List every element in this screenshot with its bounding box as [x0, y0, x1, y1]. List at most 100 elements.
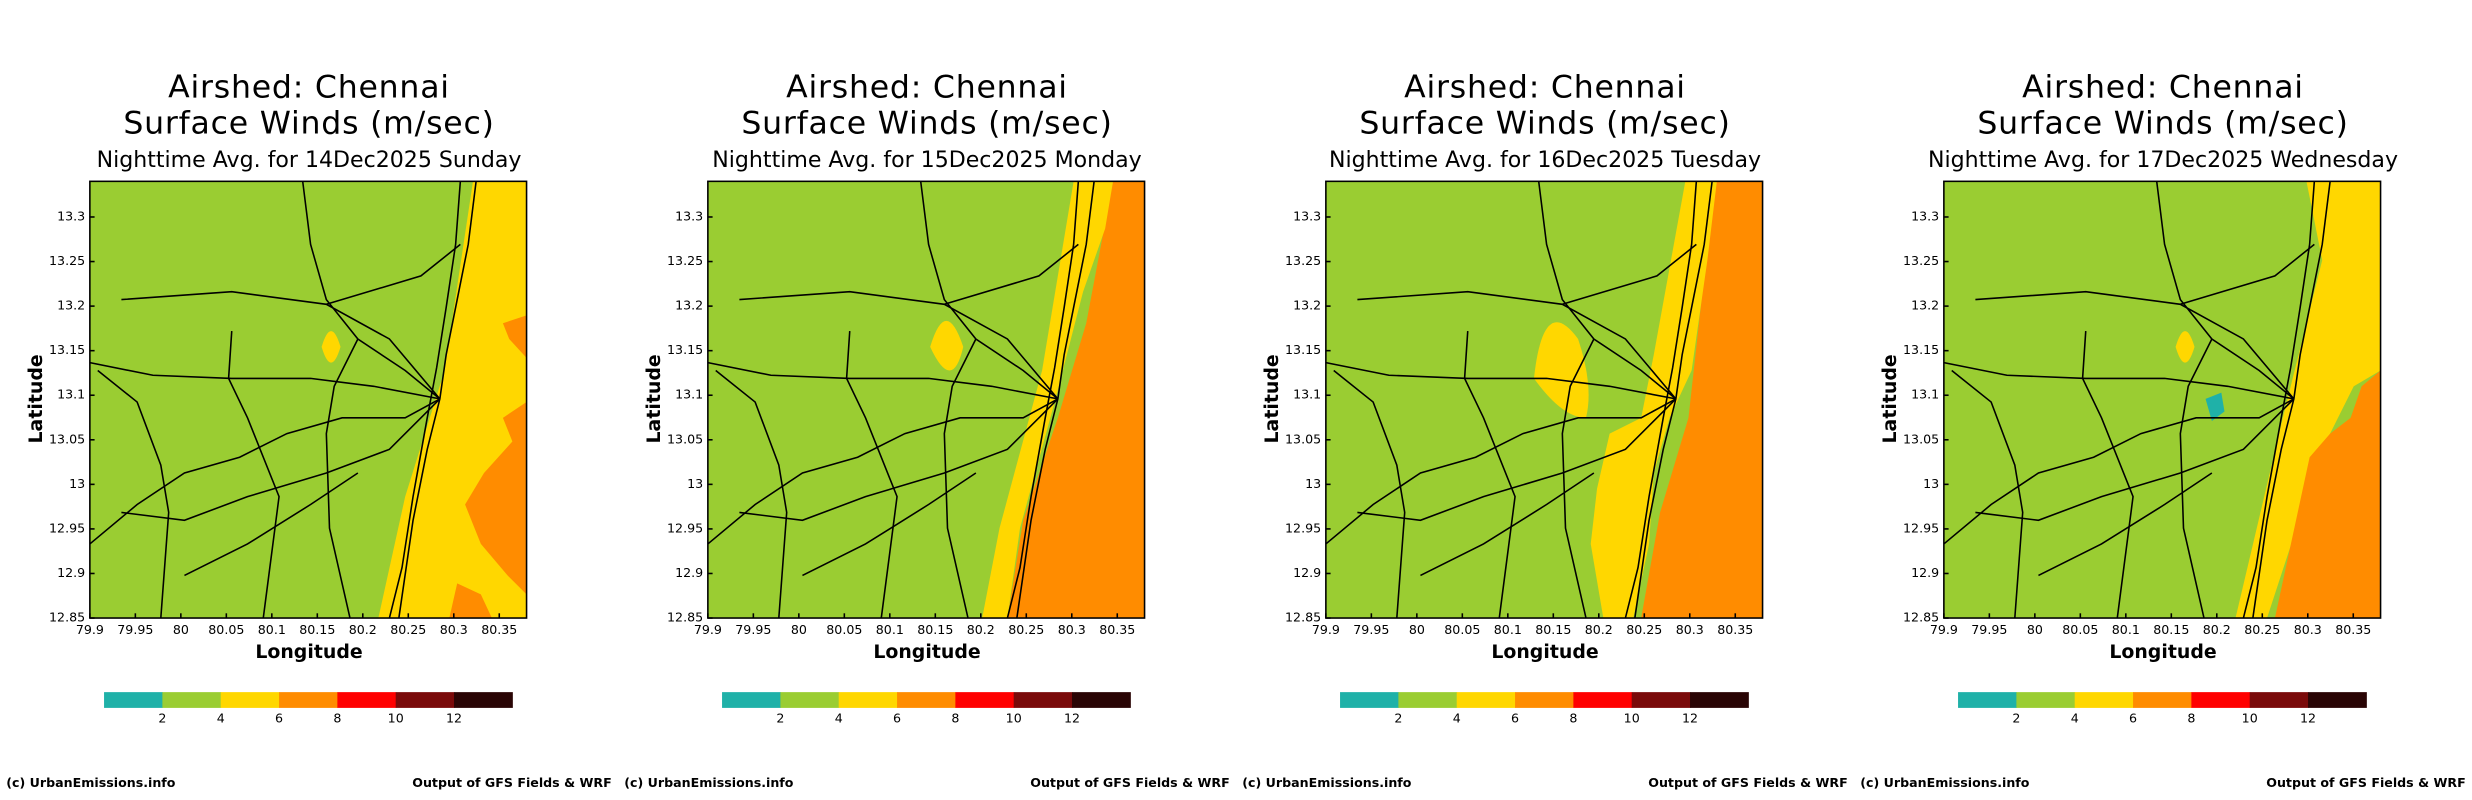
- y-tick-label: 13.1: [675, 387, 703, 402]
- road: [301, 181, 441, 400]
- colorbar-segment: [955, 692, 1015, 708]
- y-tick-label: 13.05: [1285, 431, 1321, 446]
- footer-left: (c) UrbanEmissions.info: [6, 775, 175, 790]
- colorbar-label: 4: [835, 710, 843, 725]
- road: [89, 398, 441, 545]
- road: [2155, 181, 2295, 400]
- colorbar-segment: [897, 692, 956, 708]
- colorbar-segment: [337, 692, 397, 708]
- colorbar-segment: [1456, 692, 1516, 708]
- x-axis-label: Longitude: [255, 641, 362, 663]
- road: [1562, 243, 1697, 306]
- colorbar-segment: [1340, 692, 1399, 708]
- y-tick-label: 13.05: [49, 431, 85, 446]
- map-frame: [89, 180, 528, 619]
- road: [97, 369, 170, 619]
- road: [2038, 472, 2213, 577]
- footer-right: Output of GFS Fields & WRF: [1648, 775, 1847, 790]
- subtitle: Nighttime Avg. for 17Dec2025 Wednesday: [1928, 148, 2398, 173]
- title: Surface Winds (m/sec): [1977, 106, 2348, 142]
- road: [1325, 361, 1676, 400]
- road: [398, 181, 477, 619]
- y-tick-label: 13.25: [1903, 253, 1939, 268]
- y-tick-label: 12.9: [1293, 565, 1321, 580]
- y-tick-label: 13: [1923, 476, 1939, 491]
- colorbar-label: 8: [951, 710, 959, 725]
- field: [2274, 370, 2381, 619]
- colorbar-label: 2: [2012, 710, 2020, 725]
- field: [465, 402, 527, 595]
- colorbar-label: 4: [2071, 710, 2079, 725]
- colorbar-segment: [2249, 692, 2309, 708]
- colorbar-segment: [2074, 692, 2134, 708]
- colorbar-label: 10: [1006, 710, 1022, 725]
- footer-right: Output of GFS Fields & WRF: [2266, 775, 2465, 790]
- road: [2081, 331, 2134, 619]
- x-tick-label: 80.3: [440, 622, 468, 637]
- field: [321, 331, 341, 363]
- y-axis-label: Latitude: [643, 354, 665, 443]
- y-tick-label: 13.25: [49, 253, 85, 268]
- road: [1951, 369, 2024, 619]
- y-tick-label: 13.2: [57, 298, 85, 313]
- field: [502, 315, 527, 358]
- map: 79.9 79.95 80 80.05 80.1 80.15 80.2 80.25 80.3 80…: [1903, 180, 2382, 637]
- road: [1357, 398, 1677, 522]
- colorbar-segment: [1690, 692, 1749, 708]
- x-tick-label: 80.05: [208, 622, 244, 637]
- subtitle: Nighttime Avg. for 15Dec2025 Monday: [712, 148, 1141, 173]
- field: [449, 583, 492, 619]
- colorbar-segment: [1631, 692, 1691, 708]
- x-tick-label: 80.2: [349, 622, 377, 637]
- y-tick-label: 13.25: [667, 253, 703, 268]
- colorbar-segment: [1515, 692, 1574, 708]
- road: [1463, 331, 1516, 619]
- road: [1634, 181, 1713, 619]
- title: Airshed: Chennai: [1404, 69, 1686, 105]
- y-tick-label: 13: [1305, 476, 1321, 491]
- x-tick-label: 80.15: [299, 622, 335, 637]
- colorbar-segment: [2308, 692, 2367, 708]
- map: 79.9 79.95 80 80.05 80.1 80.15 80.2 80.25 80.3 80…: [1285, 180, 1764, 637]
- road: [121, 398, 441, 522]
- x-tick-label: 79.95: [1971, 622, 2007, 637]
- x-tick-label: 80: [173, 622, 189, 637]
- road: [2180, 243, 2315, 306]
- colorbar-label: 8: [2187, 710, 2195, 725]
- field: [2205, 392, 2225, 421]
- x-tick-label: 80.05: [826, 622, 862, 637]
- colorbar-label: 6: [275, 710, 283, 725]
- y-tick-label: 13.15: [1285, 342, 1321, 357]
- x-tick-label: 80.35: [2335, 622, 2371, 637]
- x-tick-label: 80.25: [1008, 622, 1044, 637]
- colorbar-label: 2: [158, 710, 166, 725]
- y-tick-label: 12.9: [675, 565, 703, 580]
- x-tick-label: 80: [2027, 622, 2043, 637]
- colorbar-label: 2: [1394, 710, 1402, 725]
- y-tick-label: 13.05: [667, 431, 703, 446]
- y-tick-label: 13.15: [49, 342, 85, 357]
- colorbar-label: 12: [2300, 710, 2316, 725]
- colorbar-segment: [1573, 692, 1633, 708]
- road: [919, 181, 1059, 400]
- x-tick-label: 80.3: [1058, 622, 1086, 637]
- title: Surface Winds (m/sec): [741, 106, 1112, 142]
- y-tick-label: 12.85: [667, 610, 703, 625]
- colorbar-label: 12: [1064, 710, 1080, 725]
- colorbar-label: 10: [1624, 710, 1640, 725]
- colorbar-segment: [2133, 692, 2192, 708]
- colorbar-label: 10: [2242, 710, 2258, 725]
- title: Surface Winds (m/sec): [123, 106, 494, 142]
- x-tick-label: 80.2: [2203, 622, 2231, 637]
- road: [1561, 338, 1595, 619]
- title: Airshed: Chennai: [168, 69, 450, 105]
- colorbar-segment: [1398, 692, 1458, 708]
- colorbar-segment: [162, 692, 222, 708]
- map: 79.9 79.95 80 80.05 80.1 80.15 80.2 80.25 80.3 80…: [49, 180, 528, 637]
- road: [184, 472, 359, 577]
- map-fields: [89, 181, 527, 619]
- x-tick-label: 80.05: [1444, 622, 1480, 637]
